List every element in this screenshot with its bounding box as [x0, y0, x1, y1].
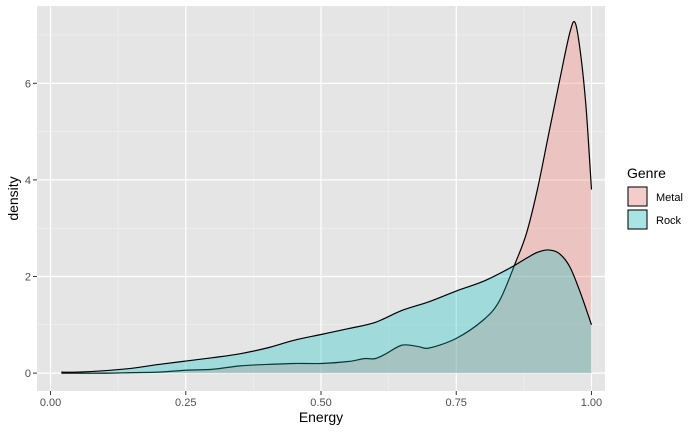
legend-swatch-metal	[627, 186, 648, 207]
legend: Genre Metal Rock	[627, 165, 683, 230]
legend-key-bg-metal	[627, 186, 648, 207]
legend-label-rock: Rock	[656, 215, 682, 227]
x-axis: 0.00 0.25 0.50 0.75 1.00	[40, 391, 602, 409]
legend-key-bg-rock	[627, 209, 648, 230]
legend-title: Genre	[627, 165, 666, 181]
legend-swatch-rock	[627, 209, 648, 230]
y-axis: 0 2 4 6	[25, 78, 37, 380]
x-tick-label: 0.00	[40, 397, 61, 409]
y-tick-label: 2	[25, 272, 31, 284]
y-tick-label: 4	[25, 175, 31, 187]
area-fill-metal	[61, 21, 592, 374]
x-axis-title: Energy	[299, 409, 343, 425]
density-line-metal	[61, 20, 593, 374]
x-tick-label: 0.25	[175, 397, 196, 409]
y-tick-label: 6	[25, 78, 31, 90]
x-tick-label: 1.00	[581, 397, 602, 409]
y-axis-title: density	[5, 176, 21, 220]
y-tick-label: 0	[25, 368, 31, 380]
x-tick-label: 0.75	[446, 397, 467, 409]
grid-major	[37, 6, 605, 391]
area-fill-rock	[61, 249, 592, 374]
legend-label-metal: Metal	[656, 192, 683, 204]
density-line-rock	[61, 249, 593, 373]
legend-items: Metal Rock	[627, 186, 683, 230]
density-areas	[61, 20, 593, 374]
x-tick-label: 0.50	[310, 397, 331, 409]
